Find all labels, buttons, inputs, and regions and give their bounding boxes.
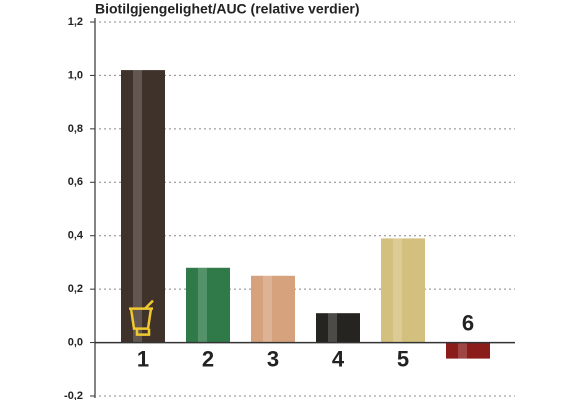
chart-title: Biotilgjengelighet/AUC (relative verdier…: [95, 1, 360, 17]
x-tick-label: 1: [137, 346, 149, 371]
y-tick-label: -0,2: [64, 390, 83, 400]
bar-highlight: [328, 313, 337, 343]
x-tick-label: 3: [267, 346, 279, 371]
x-tick-label: 5: [397, 346, 409, 371]
bar-highlight: [133, 70, 142, 343]
bar: [316, 313, 360, 343]
y-tick-label: 0,8: [68, 123, 83, 135]
y-tick-label: 0,4: [68, 230, 84, 242]
y-tick-label: 1,0: [68, 69, 83, 81]
y-tick-label: 1,2: [68, 16, 83, 28]
bar: [251, 275, 295, 343]
bar: [381, 238, 425, 343]
mortar-icon: [129, 299, 154, 336]
y-tick-label: 0,2: [68, 283, 83, 295]
bar: [446, 342, 490, 359]
x-tick-label: 2: [202, 346, 214, 371]
bar-highlight: [198, 267, 207, 343]
bar: [186, 267, 230, 343]
x-tick-label: 4: [332, 346, 345, 371]
y-tick-label: 0,0: [68, 336, 83, 348]
bar-highlight: [458, 342, 467, 359]
x-tick-label: 6: [462, 310, 474, 335]
y-tick-label: 0,6: [68, 176, 83, 188]
bar-highlight: [393, 238, 402, 343]
bar-highlight: [263, 275, 272, 343]
bar: [121, 70, 165, 343]
